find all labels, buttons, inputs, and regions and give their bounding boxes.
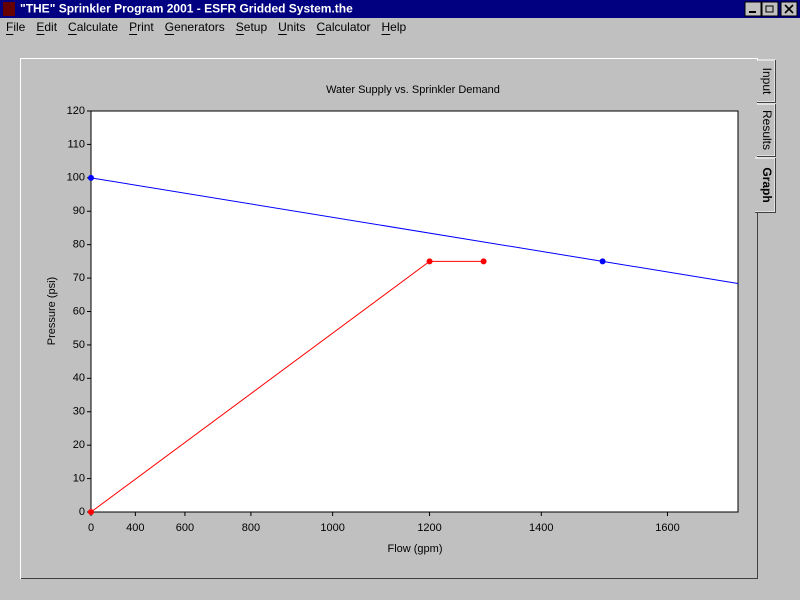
- menu-item[interactable]: Generators: [165, 20, 225, 34]
- restore-glyph: [765, 5, 774, 13]
- x-tick-label: 1600: [655, 522, 679, 534]
- y-tick-label: 90: [73, 205, 85, 217]
- y-tick-label: 120: [67, 105, 85, 117]
- data-point: [88, 509, 94, 515]
- menu-item[interactable]: Units: [278, 20, 305, 34]
- chart-title: Water Supply vs. Sprinkler Demand: [326, 84, 500, 96]
- menu-item[interactable]: Calculator: [316, 20, 370, 34]
- x-tick-label: 1000: [320, 522, 344, 534]
- series-extension: [602, 260, 739, 284]
- title-bar: [0, 0, 800, 18]
- data-point: [599, 258, 606, 265]
- tab-label[interactable]: Input: [760, 68, 774, 95]
- x-tick-label: 1400: [529, 522, 553, 534]
- tab-shadow: [757, 60, 776, 103]
- tab-shadow: [757, 104, 776, 157]
- data-point: [88, 174, 94, 181]
- plot-area: [90, 110, 739, 513]
- data-point: [426, 258, 433, 265]
- window-buttons: [744, 1, 798, 17]
- minimize-button[interactable]: [744, 1, 762, 17]
- x-tick-label: 0: [88, 522, 94, 534]
- panel-shadow: [21, 213, 758, 579]
- menu-bar: File Edit Calculate Print Generators Setup Uni…: [6, 20, 407, 35]
- data-point: [480, 258, 487, 265]
- y-tick-label: 50: [73, 339, 85, 351]
- tab-shadow: [755, 158, 776, 213]
- app-icon: [3, 2, 15, 16]
- menu-item[interactable]: Print: [129, 20, 154, 34]
- menu-item[interactable]: Edit: [36, 20, 57, 34]
- menu-item[interactable]: File: [6, 20, 26, 34]
- y-tick-label: 100: [67, 172, 85, 184]
- window-title: "THE" Sprinkler Program 2001 - ESFR Grid…: [20, 2, 353, 16]
- tab-strip: Input Results Graph: [755, 59, 776, 213]
- y-tick-label: 80: [73, 239, 85, 251]
- close-glyph: [784, 4, 794, 14]
- y-tick-label: 30: [73, 406, 85, 418]
- tab-label[interactable]: Results: [760, 110, 774, 150]
- y-tick-label: 10: [73, 472, 85, 484]
- y-tick-label: 20: [73, 439, 85, 451]
- x-tick-label: 800: [242, 522, 260, 534]
- x-axis-label: Flow (gpm): [387, 543, 442, 555]
- y-tick-label: 40: [73, 372, 85, 384]
- menu-item[interactable]: Help: [382, 20, 407, 34]
- x-tick-label: 1200: [417, 522, 441, 534]
- y-tick-label: 70: [73, 272, 85, 284]
- y-axis-label: Pressure (psi): [46, 277, 58, 345]
- menu-item[interactable]: Setup: [236, 20, 268, 34]
- y-tick-label: 0: [79, 506, 85, 518]
- x-tick-label: 600: [176, 522, 194, 534]
- tab-label[interactable]: Graph: [760, 167, 774, 202]
- y-tick-label: 60: [73, 305, 85, 317]
- y-tick-label: 110: [67, 138, 85, 150]
- restore-button[interactable]: [761, 1, 779, 17]
- series-line: [90, 177, 603, 262]
- x-tick-label: 400: [126, 522, 144, 534]
- menu-item[interactable]: Calculate: [68, 20, 118, 34]
